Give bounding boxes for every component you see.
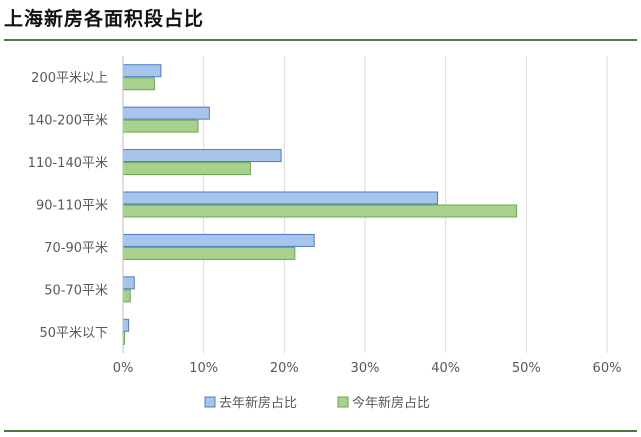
x-tick-label: 40%	[431, 361, 460, 376]
legend-swatch	[337, 396, 349, 408]
category-label: 110-140平米	[28, 156, 108, 171]
category-label: 50-70平米	[44, 283, 108, 298]
bar-series	[122, 64, 518, 345]
legend-swatch	[204, 396, 216, 408]
x-tick-label: 60%	[593, 361, 622, 376]
legend-label: 今年新房占比	[352, 395, 430, 411]
bar-this-year	[122, 119, 199, 133]
x-tick-label: 30%	[351, 361, 380, 376]
bar-this-year	[122, 289, 131, 303]
x-tick-label: 20%	[270, 361, 299, 376]
bar-last-year	[122, 233, 315, 247]
bar-last-year	[122, 149, 282, 163]
category-label: 200平米以上	[31, 71, 108, 86]
x-tick-label: 10%	[189, 361, 218, 376]
category-label: 140-200平米	[28, 114, 108, 129]
legend: 去年新房占比 今年新房占比	[204, 395, 430, 411]
x-axis-tick-labels: 0% 10% 20% 30% 40% 50% 60%	[113, 361, 622, 376]
chart-title: 上海新房各面积段占比	[4, 8, 205, 30]
title-divider	[4, 39, 637, 41]
bar-last-year	[122, 64, 162, 78]
bar-last-year	[122, 318, 130, 332]
y-axis-category-labels: 200平米以上 140-200平米 110-140平米 90-110平米 70-90平米…	[28, 71, 108, 341]
bottom-divider	[4, 430, 637, 432]
bar-this-year	[122, 204, 518, 218]
bar-last-year	[122, 276, 135, 290]
x-tick-label: 50%	[512, 361, 541, 376]
legend-label: 去年新房占比	[219, 395, 297, 411]
bar-this-year	[122, 162, 251, 176]
x-tick-label: 0%	[113, 361, 134, 376]
bar-last-year	[122, 106, 210, 120]
bar-this-year	[122, 77, 155, 91]
category-label: 50平米以下	[39, 326, 108, 341]
category-label: 70-90平米	[44, 241, 108, 256]
bar-last-year	[122, 191, 439, 205]
bar-this-year	[122, 246, 296, 260]
category-label: 90-110平米	[36, 199, 108, 214]
